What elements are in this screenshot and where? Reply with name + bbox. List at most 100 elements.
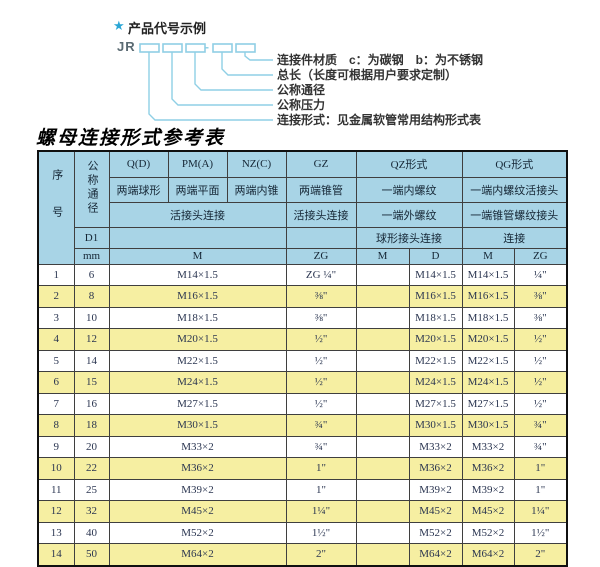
cell-qg-m: M64×2 — [461, 543, 515, 566]
cell-qg-m: M45×2 — [461, 500, 515, 523]
header-code-qz: QZ形式 — [355, 150, 463, 178]
cell-gz: ZG ¼" — [285, 263, 357, 286]
cell-qz-d: M24×1.5 — [408, 371, 463, 394]
cell-qg-m: M24×1.5 — [461, 371, 515, 394]
cell-gz: 1¼" — [285, 500, 357, 523]
cell-gz: ⅜" — [285, 285, 357, 308]
product-code-diagram: ★ 产品代号示例 JR - 连接件材质 c：为碳钢 b：为不锈钢 总长（长度可根… — [0, 0, 600, 130]
cell-serial: 3 — [37, 306, 75, 329]
cell-m-thread: M45×2 — [108, 500, 287, 523]
cell-qz-m — [355, 263, 410, 286]
cell-dn: 32 — [73, 500, 110, 523]
cell-qg-zg: ⅜" — [513, 285, 568, 308]
header-d1: D1 — [73, 226, 110, 249]
cell-dn: 20 — [73, 435, 110, 458]
cell-gz: 1" — [285, 478, 357, 501]
cell-qz-m — [355, 500, 410, 523]
cell-qg-m: M27×1.5 — [461, 392, 515, 415]
leader-line-material — [244, 52, 273, 61]
code-box-4 — [212, 43, 233, 53]
cell-m-thread: M52×2 — [108, 521, 287, 544]
header-qz-end2: 一端外螺纹 — [355, 201, 463, 228]
table-row: 11 25 M39×2 1" M39×2 M39×2 1" — [37, 478, 568, 501]
cell-qz-d: M45×2 — [408, 500, 463, 523]
header-code-nzc: NZ(C) — [226, 150, 287, 178]
cell-dn: 8 — [73, 285, 110, 308]
cell-qg-zg: ⅜" — [513, 306, 568, 329]
cell-qg-m: M22×1.5 — [461, 349, 515, 372]
cell-qg-m: M33×2 — [461, 435, 515, 458]
table-row: 6 15 M24×1.5 ½" M24×1.5 M24×1.5 ½" — [37, 371, 568, 394]
cell-dn: 22 — [73, 457, 110, 480]
cell-qz-m — [355, 457, 410, 480]
cell-qz-d: M20×1.5 — [408, 328, 463, 351]
cell-qg-m: M52×2 — [461, 521, 515, 544]
cell-m-thread: M24×1.5 — [108, 371, 287, 394]
header-ends-pma: 两端平面 — [167, 176, 228, 203]
cell-qg-zg: ½" — [513, 371, 568, 394]
header-ends-nzc: 两端内锥 — [226, 176, 287, 203]
cell-gz: ½" — [285, 328, 357, 351]
header-ends-qd: 两端球形 — [108, 176, 169, 203]
cell-qg-zg: ½" — [513, 392, 568, 415]
table-title: 螺母连接形式参考表 — [36, 128, 226, 149]
table-row: 4 12 M20×1.5 ½" M20×1.5 M20×1.5 ½" — [37, 328, 568, 351]
header-gz-unit: ZG — [285, 247, 357, 265]
cell-serial: 6 — [37, 371, 75, 394]
cell-qz-m — [355, 392, 410, 415]
cell-dn: 40 — [73, 521, 110, 544]
cell-serial: 14 — [37, 543, 75, 566]
table-row: 12 32 M45×2 1¼" M45×2 M45×2 1¼" — [37, 500, 568, 523]
nut-connection-table: 序号 公称通径 Q(D) PM(A) NZ(C) GZ QZ形式 QG形式 两端… — [37, 150, 569, 567]
cell-gz: 1½" — [285, 521, 357, 544]
table-row: 3 10 M18×1.5 ⅜" M18×1.5 M18×1.5 ⅜" — [37, 306, 568, 329]
cell-qg-zg: ½" — [513, 328, 568, 351]
label-nominal-pressure: 公称压力 — [277, 98, 326, 112]
cell-qz-d: M52×2 — [408, 521, 463, 544]
cell-serial: 2 — [37, 285, 75, 308]
cell-dn: 18 — [73, 414, 110, 437]
cell-qz-m — [355, 306, 410, 329]
diagram-heading: 产品代号示例 — [128, 21, 207, 36]
cell-gz: 1" — [285, 457, 357, 480]
header-code-qd: Q(D) — [108, 150, 169, 178]
header-qz-end1: 一端内螺纹 — [355, 176, 463, 203]
cell-dn: 15 — [73, 371, 110, 394]
cell-qg-m: M36×2 — [461, 457, 515, 480]
cell-qg-zg: 1" — [513, 478, 568, 501]
cell-qz-d: M22×1.5 — [408, 349, 463, 372]
cell-qg-zg: 1½" — [513, 521, 568, 544]
header-m-thread: M — [108, 247, 287, 265]
cell-gz: ½" — [285, 392, 357, 415]
header-qg-end2: 一端锥管螺纹接头 — [461, 201, 568, 228]
header-qz-m: M — [355, 247, 410, 265]
cell-qz-d: M33×2 — [408, 435, 463, 458]
cell-qz-d: M16×1.5 — [408, 285, 463, 308]
cell-serial: 7 — [37, 392, 75, 415]
cell-m-thread: M33×2 — [108, 435, 287, 458]
header-qz-connection: 球形接头连接 — [355, 226, 463, 249]
cell-serial: 8 — [37, 414, 75, 437]
cell-dn: 6 — [73, 263, 110, 286]
cell-m-thread: M30×1.5 — [108, 414, 287, 437]
code-box-1 — [139, 43, 160, 53]
label-connection-form: 连接形式：见金属软管常用结构形式表 — [277, 113, 482, 127]
table-row: 9 20 M33×2 ¾" M33×2 M33×2 ¾" — [37, 435, 568, 458]
leader-line-pressure — [171, 52, 273, 106]
cell-qz-d: M14×1.5 — [408, 263, 463, 286]
header-serial: 序号 — [37, 150, 75, 265]
cell-dn: 16 — [73, 392, 110, 415]
cell-gz: ⅜" — [285, 306, 357, 329]
leader-line-connection — [148, 52, 273, 121]
cell-qz-m — [355, 435, 410, 458]
header-code-pma: PM(A) — [167, 150, 228, 178]
cell-serial: 4 — [37, 328, 75, 351]
cell-gz: ½" — [285, 349, 357, 372]
cell-m-thread: M36×2 — [108, 457, 287, 480]
cell-qz-m — [355, 521, 410, 544]
cell-dn: 25 — [73, 478, 110, 501]
cell-gz: ¾" — [285, 435, 357, 458]
header-union-connection: 活接头连接 — [108, 201, 287, 228]
cell-qz-d: M39×2 — [408, 478, 463, 501]
